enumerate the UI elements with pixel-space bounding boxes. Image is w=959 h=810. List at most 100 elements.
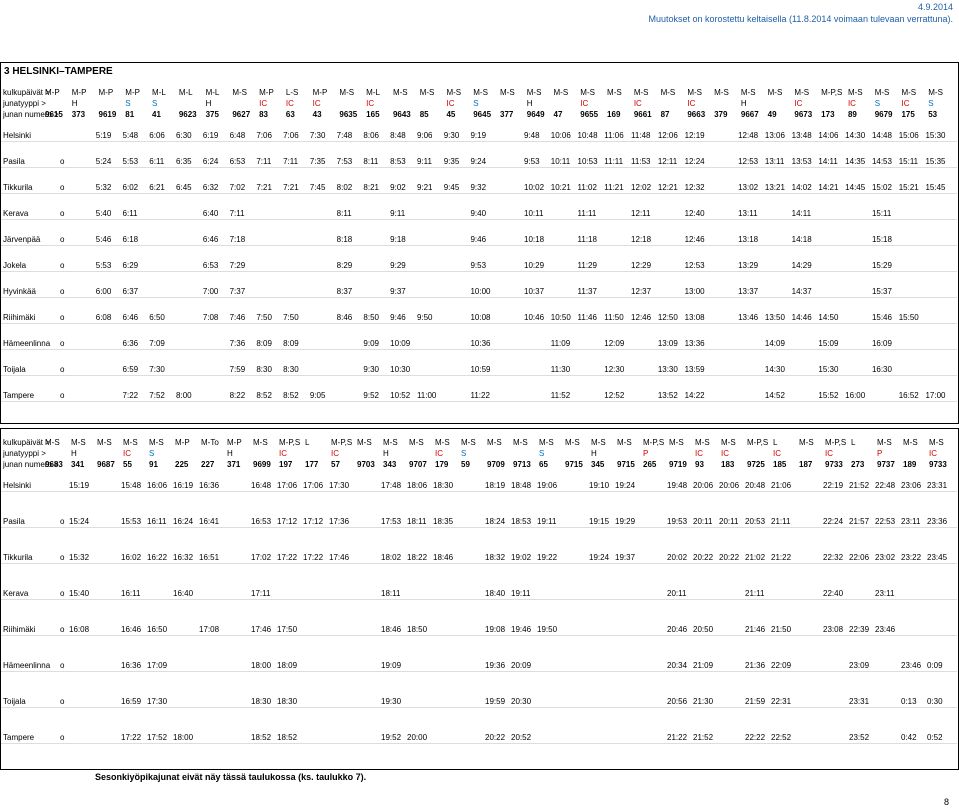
header-cell: 81	[125, 110, 135, 119]
time-cell: 21:06	[771, 481, 792, 490]
time-cell: 20:11	[693, 517, 713, 526]
time-cell: 23:08	[823, 625, 844, 634]
time-cell: 18:24	[485, 517, 506, 526]
header-cell: M-P	[125, 88, 140, 97]
header-cell: M-S	[97, 438, 112, 447]
header-cell: 343	[383, 460, 397, 469]
time-cell: 10:48	[577, 131, 598, 140]
time-cell: 15:02	[871, 183, 892, 192]
row-label: junatyyppi >	[3, 99, 46, 108]
time-cell: 11:11	[577, 209, 597, 218]
row-rule	[1, 375, 957, 376]
row-label: junan numero >	[3, 110, 59, 119]
arrival-mark: o	[60, 625, 65, 634]
header-cell: M-P	[312, 88, 328, 97]
header-cell: H	[591, 449, 597, 458]
time-cell: 7:50	[283, 313, 299, 322]
time-cell: 18:30	[433, 481, 454, 490]
time-cell: 6:35	[176, 157, 192, 166]
header-cell: 9619	[98, 110, 117, 119]
header-cell: 91	[149, 460, 158, 469]
arrival-mark: o	[60, 157, 65, 166]
time-cell: 15:06	[898, 131, 919, 140]
time-cell: 6:46	[122, 313, 139, 322]
header-cell: M-P	[98, 88, 114, 97]
time-cell: 18:50	[407, 625, 428, 634]
time-cell: 6:19	[202, 131, 219, 140]
time-cell: 6:40	[202, 209, 219, 218]
header-cell: M-S	[607, 88, 622, 97]
time-cell: 9:30	[363, 365, 379, 374]
time-cell: 12:06	[657, 131, 678, 140]
time-cell: 13:00	[684, 287, 705, 296]
time-cell: 19:06	[537, 481, 558, 490]
time-cell: 19:24	[615, 481, 636, 490]
header-cell: M-S	[874, 88, 890, 97]
time-cell: 21:36	[745, 661, 766, 670]
time-cell: 10:37	[524, 287, 545, 296]
time-cell: 13:50	[764, 313, 785, 322]
time-cell: 14:35	[845, 157, 866, 166]
time-cell: 7:11	[229, 209, 245, 218]
header-cell: 9673	[794, 110, 813, 119]
time-cell: 14:06	[818, 131, 839, 140]
time-cell: 16:52	[898, 391, 919, 400]
time-cell: 9:46	[470, 235, 487, 244]
time-cell: 20:52	[511, 733, 532, 742]
time-cell: 16:50	[147, 625, 168, 634]
header-cell: M-P,S	[747, 438, 769, 447]
time-cell: 13:46	[738, 313, 759, 322]
time-cell: 9:52	[363, 391, 379, 400]
time-cell: 5:53	[95, 261, 112, 270]
time-cell: 6:37	[122, 287, 139, 296]
time-cell: 19:11	[537, 517, 557, 526]
header-cell: 377	[500, 110, 514, 119]
header-cell: 227	[201, 460, 215, 469]
time-cell: 12:18	[631, 235, 652, 244]
time-cell: 13:09	[657, 339, 678, 348]
time-cell: 16:48	[251, 481, 272, 490]
header-cell: 273	[851, 460, 865, 469]
time-cell: 10:06	[550, 131, 571, 140]
header-cell: IC	[773, 449, 781, 458]
time-cell: 16:32	[173, 553, 194, 562]
header-cell: 9703	[357, 460, 375, 469]
time-cell: 9:06	[416, 131, 433, 140]
time-cell: 7:29	[229, 261, 246, 270]
time-cell: 17:00	[925, 391, 946, 400]
time-cell: 23:31	[927, 481, 948, 490]
time-cell: 23:06	[901, 481, 922, 490]
header-cell: 9733	[929, 460, 947, 469]
header-cell: 183	[721, 460, 735, 469]
time-cell: 23:09	[849, 661, 870, 670]
header-cell: S	[125, 99, 131, 108]
time-cell: 5:32	[95, 183, 112, 192]
header-cell: M-S	[799, 438, 814, 447]
time-cell: 13:36	[684, 339, 705, 348]
header-cell: 375	[205, 110, 219, 119]
header-cell: IC	[285, 99, 294, 108]
time-cell: 8:52	[283, 391, 299, 400]
header-cell: 9699	[253, 460, 271, 469]
header-cell: M-P	[71, 88, 87, 97]
time-cell: 13:02	[738, 183, 759, 192]
time-cell: 6:00	[95, 287, 112, 296]
station-name: Toijala	[3, 365, 26, 374]
time-cell: 10:53	[577, 157, 598, 166]
time-cell: 12:19	[684, 131, 705, 140]
time-cell: 7:21	[283, 183, 299, 192]
header-cell: 265	[643, 460, 657, 469]
time-cell: 15:30	[925, 131, 946, 140]
header-cell: H	[383, 449, 389, 458]
time-cell: 11:06	[604, 131, 624, 140]
time-cell: 20:00	[407, 733, 428, 742]
header-cell: 47	[553, 110, 563, 119]
time-cell: 7:59	[229, 365, 246, 374]
time-cell: 5:40	[95, 209, 112, 218]
arrival-mark: o	[60, 733, 65, 742]
time-cell: 21:22	[771, 553, 792, 562]
time-cell: 21:11	[745, 589, 765, 598]
time-cell: 9:24	[470, 157, 487, 166]
header-cell: M-S	[500, 88, 515, 97]
